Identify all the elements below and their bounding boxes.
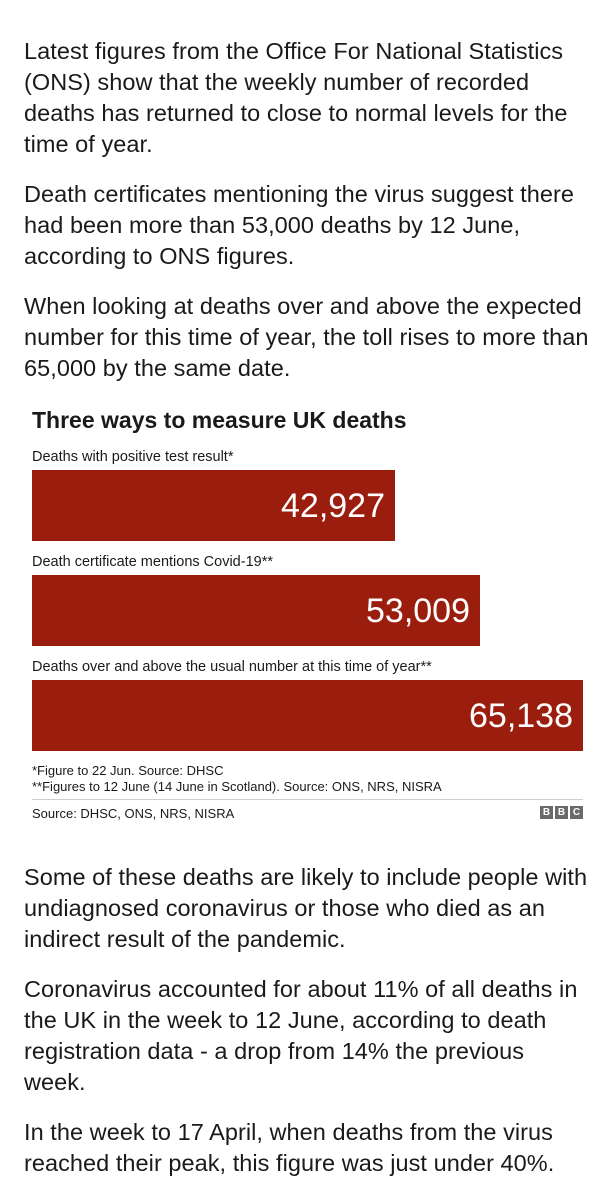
bar-value-label: 53,009 xyxy=(366,591,470,630)
bar-label: Deaths with positive test result* xyxy=(32,449,234,465)
bar-label: Deaths over and above the usual number a… xyxy=(32,659,432,675)
chart-source-row: Source: DHSC, ONS, NRS, NISRA B B C xyxy=(32,799,583,822)
article-paragraph: Coronavirus accounted for about 11% of a… xyxy=(24,976,578,1095)
article-paragraph: Latest figures from the Office For Natio… xyxy=(24,38,568,157)
bbc-logo-block: B xyxy=(540,806,553,819)
bar-label: Death certificate mentions Covid-19** xyxy=(32,554,273,570)
bar: 65,138 xyxy=(32,680,583,751)
footnote: **Figures to 12 June (14 June in Scotlan… xyxy=(32,779,442,794)
chart-title: Three ways to measure UK deaths xyxy=(32,407,407,433)
deaths-bar-chart: Three ways to measure UK deaths Deaths w… xyxy=(32,406,583,822)
article-paragraph: Death certificates mentioning the virus … xyxy=(24,181,574,269)
footnote: *Figure to 22 Jun. Source: DHSC xyxy=(32,763,224,778)
bar: 53,009 xyxy=(32,575,480,646)
bbc-logo-block: C xyxy=(570,806,583,819)
bar-value-label: 65,138 xyxy=(469,696,573,735)
article-lower: Some of these deaths are likely to inclu… xyxy=(24,862,591,1179)
bar: 42,927 xyxy=(32,470,395,541)
bbc-logo-block: B xyxy=(555,806,568,819)
chart-source: Source: DHSC, ONS, NRS, NISRA xyxy=(32,806,235,821)
article-paragraph: Some of these deaths are likely to inclu… xyxy=(24,864,588,952)
article-paragraph: In the week to 17 April, when deaths fro… xyxy=(24,1119,555,1176)
article-paragraph: When looking at deaths over and above th… xyxy=(24,293,589,381)
bar-value-label: 42,927 xyxy=(281,486,385,525)
bbc-logo: B B C xyxy=(540,806,583,819)
chart-footnotes: *Figure to 22 Jun. Source: DHSC **Figure… xyxy=(32,763,583,795)
